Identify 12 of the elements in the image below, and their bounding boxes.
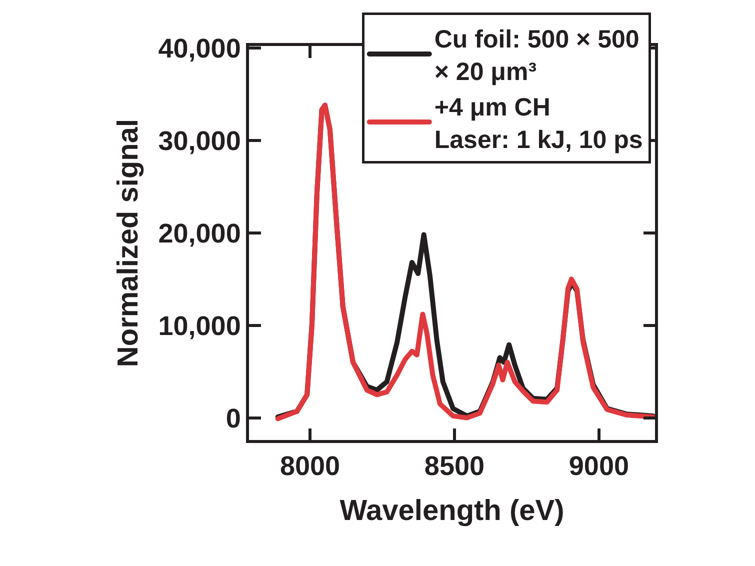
legend-label: Cu foil: 500 × 500 × 20 μm³ <box>434 26 640 86</box>
x-axis-title: Wavelength (eV) <box>340 494 564 527</box>
x-tick-label: 9000 <box>568 451 629 482</box>
y-tick-label: 0 <box>226 403 241 434</box>
y-tick-label: 30,000 <box>158 126 241 156</box>
y-tick-label: 10,000 <box>158 310 241 341</box>
x-tick-label: 8000 <box>280 451 340 482</box>
y-axis-title: Normalized signal <box>112 118 145 368</box>
x-tick-label: 8500 <box>424 451 484 482</box>
legend-label: +4 μm CH Laser: 1 kJ, 10 ps <box>434 94 643 154</box>
y-tick-label: 20,000 <box>158 218 241 248</box>
y-tick-label: 40,000 <box>158 33 241 64</box>
